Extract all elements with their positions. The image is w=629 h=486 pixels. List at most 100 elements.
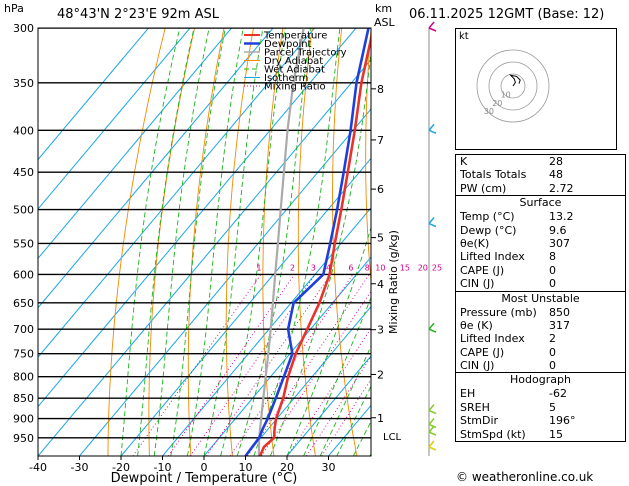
km-tick-label: 5 <box>377 232 384 245</box>
index-label: Totals Totals <box>460 168 527 182</box>
km-tick-label: 4 <box>377 278 384 291</box>
mixing-ratio-label: 25 <box>432 263 442 272</box>
index-row: EH -62 <box>456 387 625 400</box>
mixing-ratio-label: 2 <box>290 263 295 272</box>
temp-tick-label: 0 <box>201 461 208 474</box>
hodo-ring-label: 10 <box>501 90 511 99</box>
isotherm-line <box>38 28 191 210</box>
hpa-label: hPa <box>4 2 24 15</box>
index-value: 196° <box>549 414 576 428</box>
isotherm-line <box>79 108 371 456</box>
pressure-tick-label: 450 <box>13 166 34 179</box>
wind-barb <box>428 21 435 29</box>
index-value: 2 <box>549 332 556 346</box>
legend-item-label: Dewpoint <box>264 39 312 50</box>
index-label: PW (cm) <box>460 181 507 195</box>
index-row: SREH 5 <box>456 401 625 414</box>
mixing-ratio-label: 15 <box>400 263 410 272</box>
index-row: StmDir 196° <box>456 414 625 427</box>
index-value: 307 <box>549 236 570 250</box>
index-label: Pressure (mb) <box>460 305 537 319</box>
wind-barb <box>428 417 435 425</box>
mixing-ratio-label: 4 <box>326 263 331 272</box>
wind-barb <box>428 27 437 32</box>
mixing-ratio-label: 8 <box>365 263 370 272</box>
index-value: 13.2 <box>549 210 574 224</box>
index-label: K <box>460 155 468 168</box>
wet-adiabat-line <box>186 28 244 456</box>
km-tick-label: 7 <box>377 134 384 147</box>
index-row: StmSpd (kt) 15 <box>456 428 625 441</box>
section-title: Hodograph <box>456 372 625 387</box>
location-title: 48°43'N 2°23'E 92m ASL <box>57 7 219 22</box>
wet-adiabat-line <box>319 345 371 456</box>
pressure-tick-label: 750 <box>13 348 34 361</box>
index-label: StmSpd (kt) <box>460 427 526 441</box>
hodo-ring-label: 30 <box>484 107 494 116</box>
index-label: CIN (J) <box>460 359 495 373</box>
index-value: 317 <box>549 318 570 332</box>
isotherm-line <box>38 28 149 161</box>
legend-item-label: Isotherm <box>264 73 308 84</box>
wind-barb <box>428 409 437 415</box>
mixing-ratio-label: 10 <box>375 263 385 272</box>
index-label: Lifted Index <box>460 250 525 264</box>
mixing-ratio-line <box>168 274 295 456</box>
legend-item-label: Wet Adiabat <box>264 65 325 76</box>
dry-adiabat-line <box>398 28 440 456</box>
datetime-title: 06.11.2025 12GMT (Base: 12) <box>409 7 605 22</box>
wind-barb <box>428 123 435 131</box>
pressure-tick-label: 800 <box>13 371 34 384</box>
km-tick-label: 6 <box>377 183 384 196</box>
wet-adiabat-line <box>303 296 371 456</box>
wind-barb <box>428 431 437 436</box>
index-row: CIN (J) 0 <box>456 277 625 290</box>
hodo-trace <box>509 74 521 87</box>
temperature-curve <box>258 32 371 456</box>
wind-barb <box>428 322 435 330</box>
index-value: 48 <box>549 168 563 182</box>
index-row: Dewp (°C) 9.6 <box>456 224 625 237</box>
dewpoint-curve <box>244 28 370 456</box>
index-row: Pressure (mb) 850 <box>456 306 625 319</box>
index-label: StmDir <box>460 414 499 428</box>
pressure-tick-label: 700 <box>13 323 34 336</box>
isotherm-line <box>38 28 357 408</box>
index-value: 9.6 <box>549 223 567 237</box>
index-value: 5 <box>549 400 556 414</box>
mixing-ratio-label: 6 <box>348 263 353 272</box>
dry-adiabat-line <box>365 28 371 286</box>
wet-adiabat-line <box>137 28 195 456</box>
isotherm-line <box>38 28 274 309</box>
index-row: Totals Totals 48 <box>456 168 625 181</box>
pressure-tick-label: 400 <box>13 124 34 137</box>
index-value: 8 <box>549 250 556 264</box>
legend-item-label: Dry Adiabat <box>264 56 323 67</box>
index-row: K 28 <box>456 155 625 168</box>
index-row: PW (cm) 2.72 <box>456 182 625 195</box>
mixing-ratio-axis-label: Mixing Ratio (g/kg) <box>387 230 400 334</box>
pressure-tick-label: 500 <box>13 204 34 217</box>
wind-barb <box>428 129 437 134</box>
temp-tick-label: -20 <box>112 461 130 474</box>
indices-table: K 28 Totals Totals 48 PW (cm) 2.72 Surface Temp… <box>455 154 626 443</box>
temp-tick-label: 30 <box>322 461 336 474</box>
wet-adiabat-line <box>253 28 341 456</box>
index-label: Temp (°C) <box>460 210 515 224</box>
hodo-unit-label: kt <box>459 31 469 42</box>
isotherm-line <box>38 28 232 260</box>
mixing-ratio-label: 1 <box>256 263 261 272</box>
index-label: CIN (J) <box>460 277 495 291</box>
index-label: Lifted Index <box>460 332 525 346</box>
asl-label: ASL <box>374 16 395 29</box>
isotherm-line <box>286 355 371 456</box>
section-title: Most Unstable <box>456 290 625 306</box>
index-value: -62 <box>549 387 567 401</box>
isotherm-line <box>38 28 315 358</box>
wet-adiabat-line <box>336 385 371 456</box>
index-row: Lifted Index 2 <box>456 332 625 345</box>
hodo-ring-label: 20 <box>492 99 502 108</box>
wind-barb <box>428 222 437 228</box>
